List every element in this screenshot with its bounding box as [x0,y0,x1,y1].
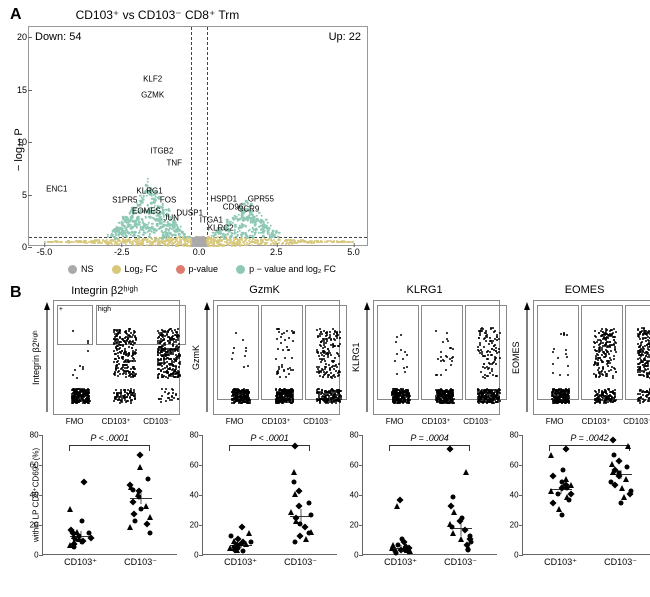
up-count: Up: 22 [329,31,361,43]
panel-a-legend: NSLog₂ FCp-valuep − value and log₂ FC [68,264,368,274]
marker-2: KLRG1KLRG1FMOCD103⁺CD103⁻020406080P = .0… [350,284,500,555]
marker-3: EOMESEOMESFMOCD103⁺CD103⁻020406080P = .0… [510,284,650,555]
down-count: Down: 54 [35,31,81,43]
panel-a: A CD103⁺ vs CD103⁻ CD8⁺ Trm − log₁₀ P Do… [10,6,640,274]
figure: A CD103⁺ vs CD103⁻ CD8⁺ Trm − log₁₀ P Do… [0,0,650,565]
panel-b-grid: Integrin β2ʰⁱᵍʰIntegrin β2ʰⁱᵍʰ+highFMOCD… [30,284,650,555]
marker-1: GzmKGzmKFMOCD103⁺CD103⁻020406080P < .000… [190,284,340,555]
panel-a-title: CD103⁺ vs CD103⁻ CD8⁺ Trm [76,8,240,22]
panel-b-label: B [10,284,22,302]
panel-b: B Integrin β2ʰⁱᵍʰIntegrin β2ʰⁱᵍʰ+highFMO… [10,284,640,555]
panel-a-label: A [10,6,22,24]
marker-0: Integrin β2ʰⁱᵍʰIntegrin β2ʰⁱᵍʰ+highFMOCD… [30,284,180,555]
volcano-plot: Down: 54 Up: 22 05101520 -5.0-2.50.02.55… [28,26,368,246]
